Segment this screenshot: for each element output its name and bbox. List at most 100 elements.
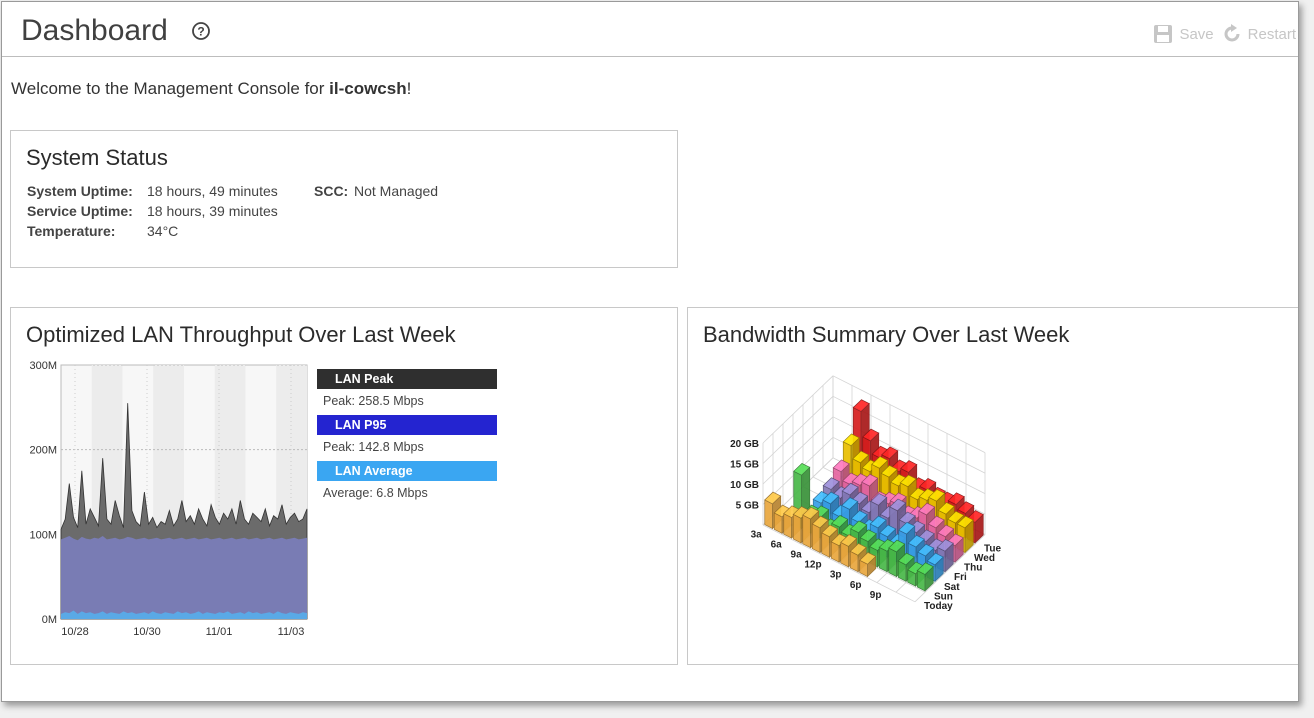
bar-top-face	[937, 501, 955, 515]
temperature-value: 34°C	[147, 223, 179, 239]
bar-top-face	[841, 497, 859, 510]
toolbar: Save Restart	[1145, 24, 1296, 44]
bandwidth-summary-panel: Bandwidth Summary Over Last Week 20 GB 15…	[687, 307, 1298, 665]
restart-label: Restart	[1247, 25, 1296, 43]
restart-button[interactable]: Restart	[1222, 24, 1296, 44]
day-label: Fri	[954, 572, 967, 583]
bar-top-face	[919, 477, 937, 491]
bar-top-face	[821, 524, 839, 538]
bar-top-face	[859, 529, 877, 543]
page-title: Dashboard	[21, 14, 168, 47]
wall-grid-line	[762, 416, 834, 485]
welcome-hostname: il-cowcsh	[329, 79, 407, 98]
system-uptime-row: System Uptime: 18 hours, 49 minutes	[27, 183, 278, 199]
bar-top-face	[916, 562, 934, 575]
bar-top-face	[957, 501, 975, 514]
bar-top-face	[898, 511, 916, 525]
floor-grid-line	[914, 534, 986, 603]
bar-top-face	[862, 428, 880, 442]
legend-lan-peak-value: Peak: 258.5 Mbps	[323, 394, 424, 408]
bar-top-face	[871, 456, 889, 469]
bar-top-face	[850, 510, 868, 523]
window-frame: Dashboard ? Save Restart	[1, 1, 1299, 702]
bar-top-face	[947, 492, 965, 506]
day-label: Today	[924, 601, 953, 612]
bar-front-face	[811, 523, 821, 554]
system-status-panel: System Status System Uptime: 18 hours, 49…	[10, 130, 678, 268]
hour-label: 3a	[751, 529, 763, 540]
hour-label: 12p	[804, 560, 821, 571]
bar-top-face	[822, 477, 840, 490]
day-label: Sun	[934, 591, 953, 602]
bar-top-face	[899, 474, 917, 488]
y-tick-label: 100M	[29, 529, 57, 541]
day-label: Tue	[984, 543, 1001, 554]
bar-top-face	[852, 399, 870, 412]
bar-top-face	[937, 524, 955, 538]
bar-top-face	[900, 460, 918, 473]
bar-top-face	[852, 450, 870, 464]
legend-lan-p95[interactable]: LAN P95	[317, 415, 497, 435]
lan-throughput-panel: Optimized LAN Throughput Over Last Week …	[10, 307, 678, 665]
legend-lan-average-value: Average: 6.8 Mbps	[323, 486, 428, 500]
bar-top-face	[764, 491, 782, 505]
bar-top-face	[897, 552, 915, 566]
bar-top-face	[898, 521, 916, 535]
help-icon[interactable]: ?	[192, 22, 210, 40]
scc-label: SCC:	[314, 183, 349, 199]
system-status-title: System Status	[26, 145, 168, 170]
bar-top-face	[832, 459, 850, 473]
hour-label: 9a	[791, 550, 803, 561]
bar-front-face	[792, 513, 802, 544]
day-label: Thu	[964, 563, 982, 574]
welcome-suffix: !	[406, 79, 412, 98]
hour-label: 6p	[850, 580, 862, 591]
system-uptime-label: System Uptime:	[27, 183, 133, 199]
floor-grid-line	[762, 524, 916, 603]
bar-front-face	[888, 547, 897, 578]
bar-top-face	[811, 515, 829, 529]
bar-top-face	[822, 491, 840, 505]
lan-p95-area	[61, 536, 307, 619]
legend-lan-p95-value: Peak: 142.8 Mbps	[323, 440, 424, 454]
day-label: Wed	[974, 553, 995, 564]
bar-top-face	[849, 543, 867, 556]
scc-value: Not Managed	[354, 183, 439, 199]
bar-top-face	[870, 493, 888, 506]
y-tick-label: 15 GB	[730, 460, 759, 471]
bar-top-face	[840, 534, 858, 547]
service-uptime-label: Service Uptime:	[27, 203, 133, 219]
welcome-prefix: Welcome to the Management Console for	[11, 79, 330, 98]
bar-top-face	[841, 482, 859, 496]
bar-top-face	[888, 539, 906, 553]
legend-lan-peak[interactable]: LAN Peak	[317, 369, 497, 389]
save-button[interactable]: Save	[1153, 24, 1214, 44]
bar-top-face	[947, 510, 965, 524]
bar-top-face	[926, 552, 944, 566]
page-header: Dashboard ? Save Restart	[2, 2, 1298, 57]
bar-top-face	[956, 515, 974, 529]
bar-top-face	[869, 515, 887, 529]
day-label: Sat	[944, 582, 960, 593]
wall-grid-line	[762, 375, 834, 444]
hour-label: 3p	[830, 570, 842, 581]
bar-top-face	[880, 464, 898, 478]
bar-top-face	[928, 488, 946, 502]
bar-top-face	[889, 498, 907, 512]
bar-top-face	[842, 433, 860, 447]
bar-top-face	[831, 514, 849, 528]
x-tick-label: 11/01	[206, 626, 233, 638]
y-tick-label: 200M	[29, 445, 57, 457]
svg-text:?: ?	[197, 25, 204, 39]
x-tick-label: 11/03	[278, 626, 305, 638]
bar-today	[859, 551, 877, 578]
bar-top-face	[927, 515, 945, 529]
lan-throughput-title: Optimized LAN Throughput Over Last Week	[26, 322, 456, 347]
wall-grid-line	[762, 396, 834, 464]
temperature-row: Temperature: 34°C	[27, 223, 178, 239]
lan-legend: LAN Peak Peak: 258.5 Mbps LAN P95 Peak: …	[317, 369, 497, 500]
lan-average-area	[61, 610, 307, 619]
service-uptime-row: Service Uptime: 18 hours, 39 minutes	[27, 203, 278, 219]
y-tick-label: 5 GB	[736, 501, 759, 512]
legend-lan-average[interactable]: LAN Average	[317, 461, 497, 481]
